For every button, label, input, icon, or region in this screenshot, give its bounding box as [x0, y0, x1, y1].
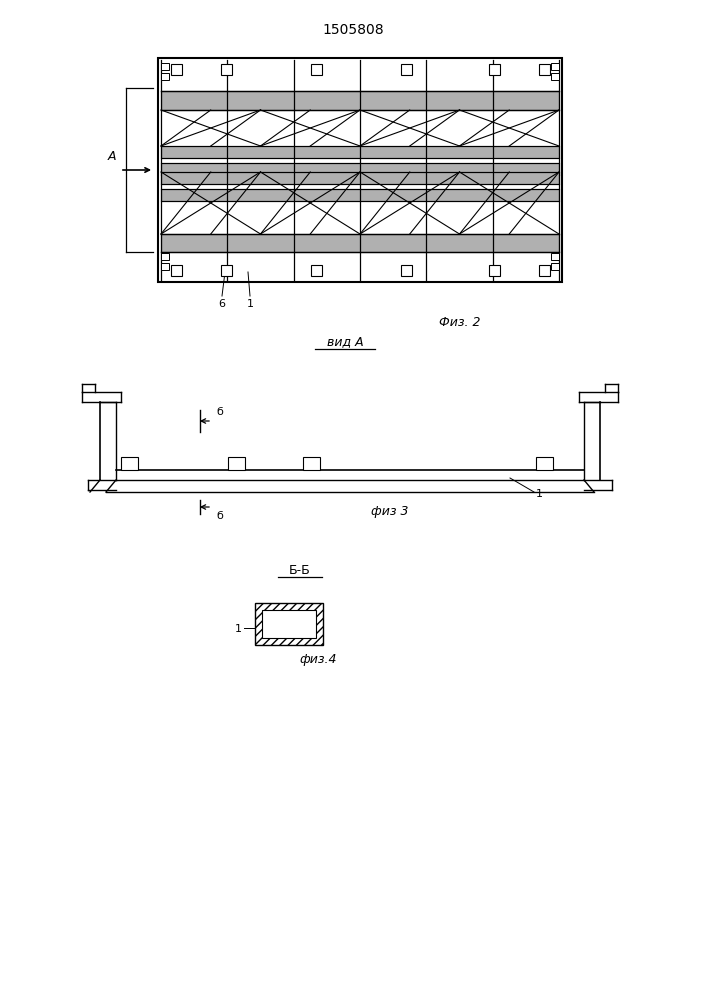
Text: 1505808: 1505808	[322, 23, 384, 37]
Text: б: б	[216, 511, 223, 521]
Bar	[161, 172, 559, 184]
Bar	[221, 64, 232, 75]
Bar	[311, 265, 322, 276]
Bar	[171, 265, 182, 276]
Bar	[161, 253, 169, 260]
Bar	[161, 163, 559, 175]
Bar	[401, 265, 412, 276]
Bar	[171, 64, 182, 75]
Bar	[161, 73, 169, 80]
Bar	[158, 58, 562, 282]
Text: 1: 1	[247, 299, 254, 309]
Text: Б-Б: Б-Б	[289, 564, 311, 576]
Bar	[221, 265, 232, 276]
Bar	[551, 253, 559, 260]
Text: Физ. 2: Физ. 2	[439, 316, 481, 328]
Bar	[161, 146, 559, 158]
Bar	[255, 603, 323, 645]
Text: 1: 1	[536, 489, 543, 499]
Bar	[551, 263, 559, 270]
Text: A: A	[107, 149, 116, 162]
Bar	[161, 91, 559, 110]
Text: физ.4: физ.4	[299, 654, 337, 666]
Text: 6: 6	[218, 299, 226, 309]
Bar	[262, 610, 316, 638]
Bar	[161, 189, 559, 201]
Text: физ 3: физ 3	[371, 506, 409, 518]
Bar	[489, 265, 500, 276]
Bar	[161, 234, 559, 252]
Bar	[121, 457, 138, 470]
Bar	[551, 63, 559, 70]
Bar	[536, 457, 553, 470]
Bar	[161, 263, 169, 270]
Text: б: б	[216, 407, 223, 417]
Bar	[401, 64, 412, 75]
Bar	[489, 64, 500, 75]
Bar	[539, 64, 550, 75]
Text: 1: 1	[235, 624, 242, 634]
Bar	[551, 73, 559, 80]
Bar	[228, 457, 245, 470]
Bar	[311, 64, 322, 75]
Bar	[303, 457, 320, 470]
Bar	[539, 265, 550, 276]
Text: вид A: вид A	[327, 336, 363, 349]
Bar	[161, 63, 169, 70]
